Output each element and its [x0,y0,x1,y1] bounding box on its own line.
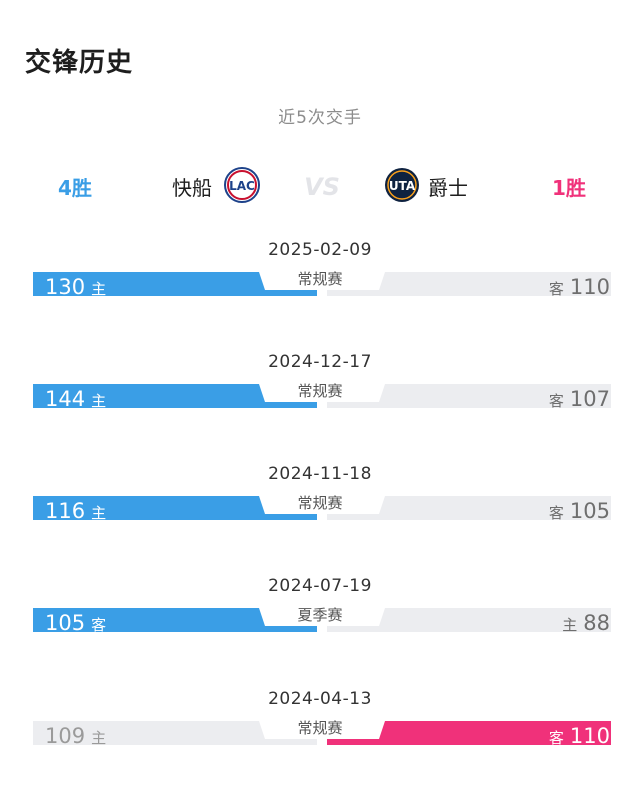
left-score-bar [33,721,317,745]
right-score-value: 110 [569,275,610,299]
right-venue-tag: 客 [548,392,564,410]
match-row[interactable]: 2025-02-09 常规赛 130 主 客 110 [0,240,640,310]
type-label-background [265,270,379,290]
versus-icon: VS [304,173,340,201]
match-date: 2024-12-17 [268,352,372,372]
match-date: 2024-04-13 [268,689,372,709]
right-score: 客 110 [543,274,610,302]
left-score-bar [33,272,317,296]
match-date: 2024-07-19 [268,576,372,596]
match-date: 2024-11-18 [268,464,372,484]
left-score-bar [33,384,317,408]
right-score-value: 105 [569,499,610,523]
match-row[interactable]: 2024-11-18 常规赛 116 主 客 105 [0,464,640,534]
match-row[interactable]: 2024-04-13 常规赛 109 主 客 110 [0,689,640,759]
left-score: 109 主 [45,723,112,751]
match-date: 2025-02-09 [268,240,372,260]
score-bar [33,270,611,296]
match-type: 常规赛 [297,494,343,512]
left-venue-tag: 主 [91,729,107,747]
left-score: 144 主 [45,386,112,414]
left-score-bar [33,496,317,520]
match-type: 常规赛 [297,382,343,400]
right-score-bar [327,384,611,408]
versus-text: VS [304,173,340,201]
teams-header: 4胜 快船 LAC VS UTA 爵士 1胜 [0,160,640,210]
match-row[interactable]: 2024-12-17 常规赛 144 主 客 107 [0,352,640,422]
left-score-bar [33,608,317,632]
score-bar [33,494,611,520]
left-venue-tag: 客 [91,616,107,634]
jazz-logo-text: UTA [389,179,416,193]
left-score: 130 主 [45,274,112,302]
right-venue-tag: 客 [548,729,564,747]
right-score-bar [327,272,611,296]
left-score: 116 主 [45,498,112,526]
right-score: 客 107 [543,386,610,414]
left-venue-tag: 主 [91,504,107,522]
left-score-value: 105 [45,611,86,635]
type-label-background [265,382,379,402]
right-score: 主 88 [556,610,610,638]
right-venue-tag: 主 [562,616,578,634]
recent-matches-label: 近5次交手 [278,108,362,128]
right-score-value: 88 [583,611,610,635]
left-score-value: 116 [45,499,86,523]
left-score-value: 109 [45,724,86,748]
type-label-background [265,719,379,739]
clippers-logo-text: LAC [229,179,255,193]
right-score-value: 110 [569,724,610,748]
left-team-name[interactable]: 快船 [172,176,212,200]
left-score-value: 130 [45,275,86,299]
match-type: 常规赛 [297,719,343,737]
clippers-logo-icon[interactable]: LAC [224,167,260,203]
type-label-background [265,494,379,514]
right-score: 客 105 [543,498,610,526]
right-score-bar [327,496,611,520]
score-bar [33,606,611,632]
right-score: 客 110 [543,723,610,751]
match-type: 夏季赛 [297,606,343,624]
match-row[interactable]: 2024-07-19 夏季赛 105 客 主 88 [0,576,640,646]
score-bar [33,382,611,408]
left-score: 105 客 [45,610,112,638]
left-venue-tag: 主 [91,280,107,298]
page-title: 交锋历史 [25,48,134,78]
right-score-bar [327,721,611,745]
right-score-value: 107 [569,387,610,411]
score-bar [33,719,611,745]
left-score-value: 144 [45,387,86,411]
jazz-logo-icon[interactable]: UTA [384,167,420,203]
right-team-name[interactable]: 爵士 [428,176,468,200]
right-venue-tag: 客 [548,504,564,522]
right-score-bar [327,608,611,632]
match-type: 常规赛 [297,270,343,288]
left-venue-tag: 主 [91,392,107,410]
left-team-wins: 4胜 [58,176,92,200]
type-label-background [265,606,379,626]
right-team-wins: 1胜 [552,176,586,200]
right-venue-tag: 客 [548,280,564,298]
